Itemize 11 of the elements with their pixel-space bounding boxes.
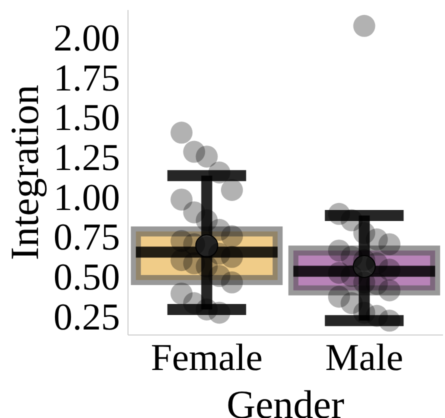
y-tick-label: 0.25 [54, 296, 120, 338]
x-tick-label: Male [325, 336, 404, 379]
y-axis-title: Integration [2, 84, 48, 260]
y-tick-label: 0.50 [54, 256, 120, 299]
y-tick-label: 2.00 [54, 18, 120, 60]
y-tick-label: 1.25 [54, 137, 120, 180]
x-tick-label: Female [150, 336, 263, 379]
y-tick-label: 1.50 [54, 97, 120, 140]
y-tick-label: 0.75 [54, 216, 120, 259]
y-tick-label: 1.75 [54, 57, 120, 100]
y-tick-label: 1.00 [54, 176, 120, 219]
